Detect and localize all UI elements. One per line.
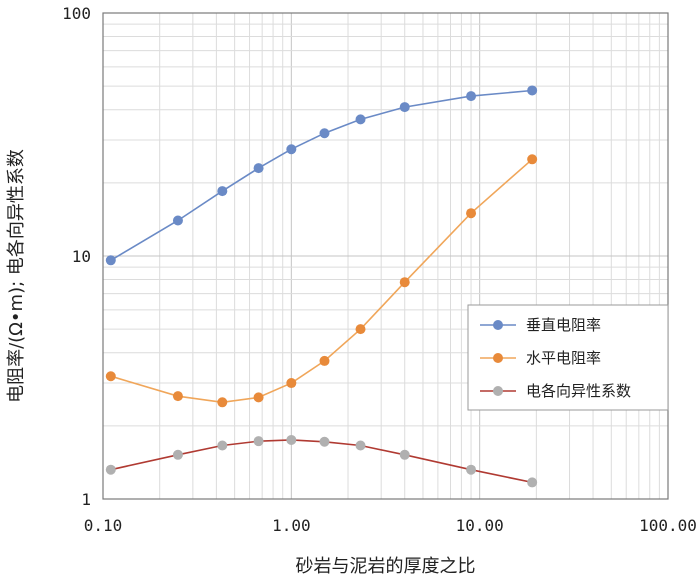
legend-marker <box>493 353 503 363</box>
series-group <box>105 85 538 488</box>
y-axis-title: 电阻率/(Ω•m); 电各向异性系数 <box>6 149 27 403</box>
data-point <box>172 391 183 402</box>
legend-label: 电各向异性系数 <box>526 382 631 400</box>
data-point <box>217 440 228 451</box>
x-tick-label: 100.00 <box>639 516 697 535</box>
data-point <box>319 128 330 139</box>
x-tick-label: 0.10 <box>84 516 123 535</box>
series-2 <box>105 154 538 408</box>
series-line <box>110 158 533 404</box>
data-point <box>217 186 228 197</box>
series-3 <box>105 434 538 488</box>
data-point <box>105 255 116 266</box>
legend-label: 水平电阻率 <box>526 349 601 367</box>
data-point <box>286 144 297 155</box>
data-point <box>105 464 116 475</box>
series-1 <box>105 85 538 266</box>
series-line <box>110 89 533 261</box>
data-point <box>399 449 410 460</box>
y-tick-label: 100 <box>62 4 91 23</box>
x-axis-title: 砂岩与泥岩的厚度之比 <box>296 556 476 577</box>
plot-area-frame <box>102 12 669 500</box>
data-point <box>466 91 477 102</box>
data-point <box>172 215 183 226</box>
data-point <box>466 464 477 475</box>
data-point <box>105 371 116 382</box>
data-point <box>319 355 330 366</box>
data-point <box>319 436 330 447</box>
legend-marker <box>493 320 503 330</box>
data-point <box>355 324 366 335</box>
series-line <box>110 439 533 484</box>
data-point <box>253 163 264 174</box>
tick-labels: 0.10 1.00 10.00 100.00 1 10 100 <box>62 4 697 535</box>
data-point <box>355 114 366 125</box>
data-point <box>253 392 264 403</box>
data-point <box>527 85 538 96</box>
data-point <box>217 397 228 408</box>
legend-marker <box>493 386 503 396</box>
data-point <box>355 440 366 451</box>
data-point <box>253 436 264 447</box>
x-tick-label: 10.00 <box>456 516 504 535</box>
data-point <box>527 477 538 488</box>
data-point <box>286 434 297 445</box>
data-point <box>286 378 297 389</box>
data-point <box>466 208 477 219</box>
y-tick-label: 10 <box>72 247 91 266</box>
grid-lines <box>103 13 668 499</box>
data-point <box>399 102 410 113</box>
data-point <box>399 277 410 288</box>
data-point <box>172 449 183 460</box>
y-tick-label: 1 <box>81 490 91 509</box>
legend-label: 垂直电阻率 <box>526 316 601 334</box>
data-point <box>527 154 538 165</box>
x-tick-label: 1.00 <box>272 516 311 535</box>
